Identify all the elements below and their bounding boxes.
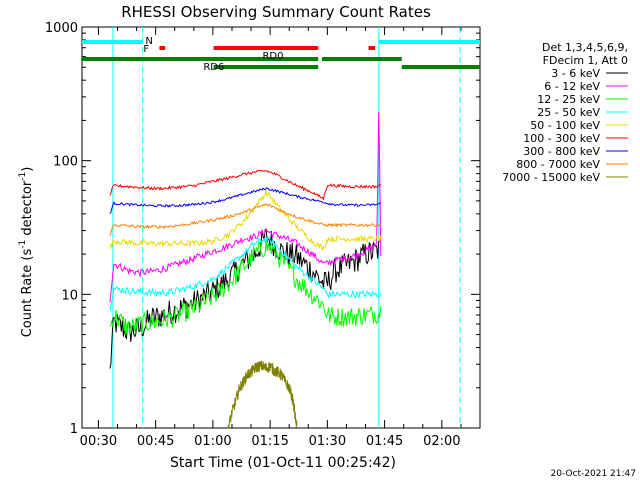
series-line — [227, 360, 298, 429]
series-line — [109, 240, 382, 336]
x-tick-label: 01:30 — [309, 434, 346, 449]
series-line — [109, 169, 382, 201]
plot-area: 00:30 00:45 01:00 01:15 01:30 01:45 02:00 1 10 10… — [45, 21, 481, 449]
flare-label: F — [143, 44, 149, 55]
x-axis-label: Start Time (01-Oct-11 00:25:42) — [170, 455, 396, 471]
series-line — [109, 187, 382, 214]
series-line — [109, 235, 382, 311]
legend-label: 3 - 6 keV — [551, 67, 600, 80]
x-tick-label: 01:15 — [251, 434, 288, 449]
date-stamp: 20-Oct-2021 21:47 — [551, 469, 636, 479]
series-line — [109, 190, 382, 251]
y-tick-label: 1 — [70, 422, 78, 437]
plot-frame — [81, 26, 481, 429]
legend-label: 6 - 12 keV — [544, 80, 600, 93]
series-line — [109, 111, 382, 303]
rd0-label: RD0 — [262, 51, 283, 62]
y-tick-label: 10 — [61, 288, 78, 303]
rd6-label: RD6 — [203, 62, 224, 73]
legend-label: 50 - 100 keV — [530, 119, 600, 132]
legend-label: 25 - 50 keV — [537, 106, 600, 119]
legend-title: FDecim 1, Att 0 — [543, 54, 628, 67]
x-tick-label: 01:00 — [194, 434, 231, 449]
x-tick-label: 00:45 — [137, 434, 174, 449]
legend-label: 7000 - 15000 keV — [502, 171, 600, 184]
x-tick-label: 02:00 — [423, 434, 460, 449]
legend-label: 12 - 25 keV — [537, 93, 600, 106]
y-tick-label: 1000 — [45, 21, 78, 36]
series-line — [109, 203, 382, 237]
legend-label: 100 - 300 keV — [523, 132, 600, 145]
chart-title: RHESSI Observing Summary Count Rates — [121, 3, 431, 21]
legend-label: 300 - 800 keV — [523, 145, 600, 158]
legend-title: Det 1,3,4,5,6,9, — [542, 41, 628, 54]
x-tick-label: 01:45 — [366, 434, 403, 449]
legend: Det 1,3,4,5,6,9,FDecim 1, Att 03 - 6 keV… — [502, 41, 628, 184]
legend-label: 800 - 7000 keV — [516, 158, 600, 171]
y-tick-label: 100 — [53, 155, 78, 170]
night-label: N — [145, 36, 152, 47]
x-tick-label: 00:30 — [80, 434, 117, 449]
y-axis-label: Count Rate (s-1 detector-1) — [18, 167, 35, 338]
series-line — [109, 228, 382, 369]
